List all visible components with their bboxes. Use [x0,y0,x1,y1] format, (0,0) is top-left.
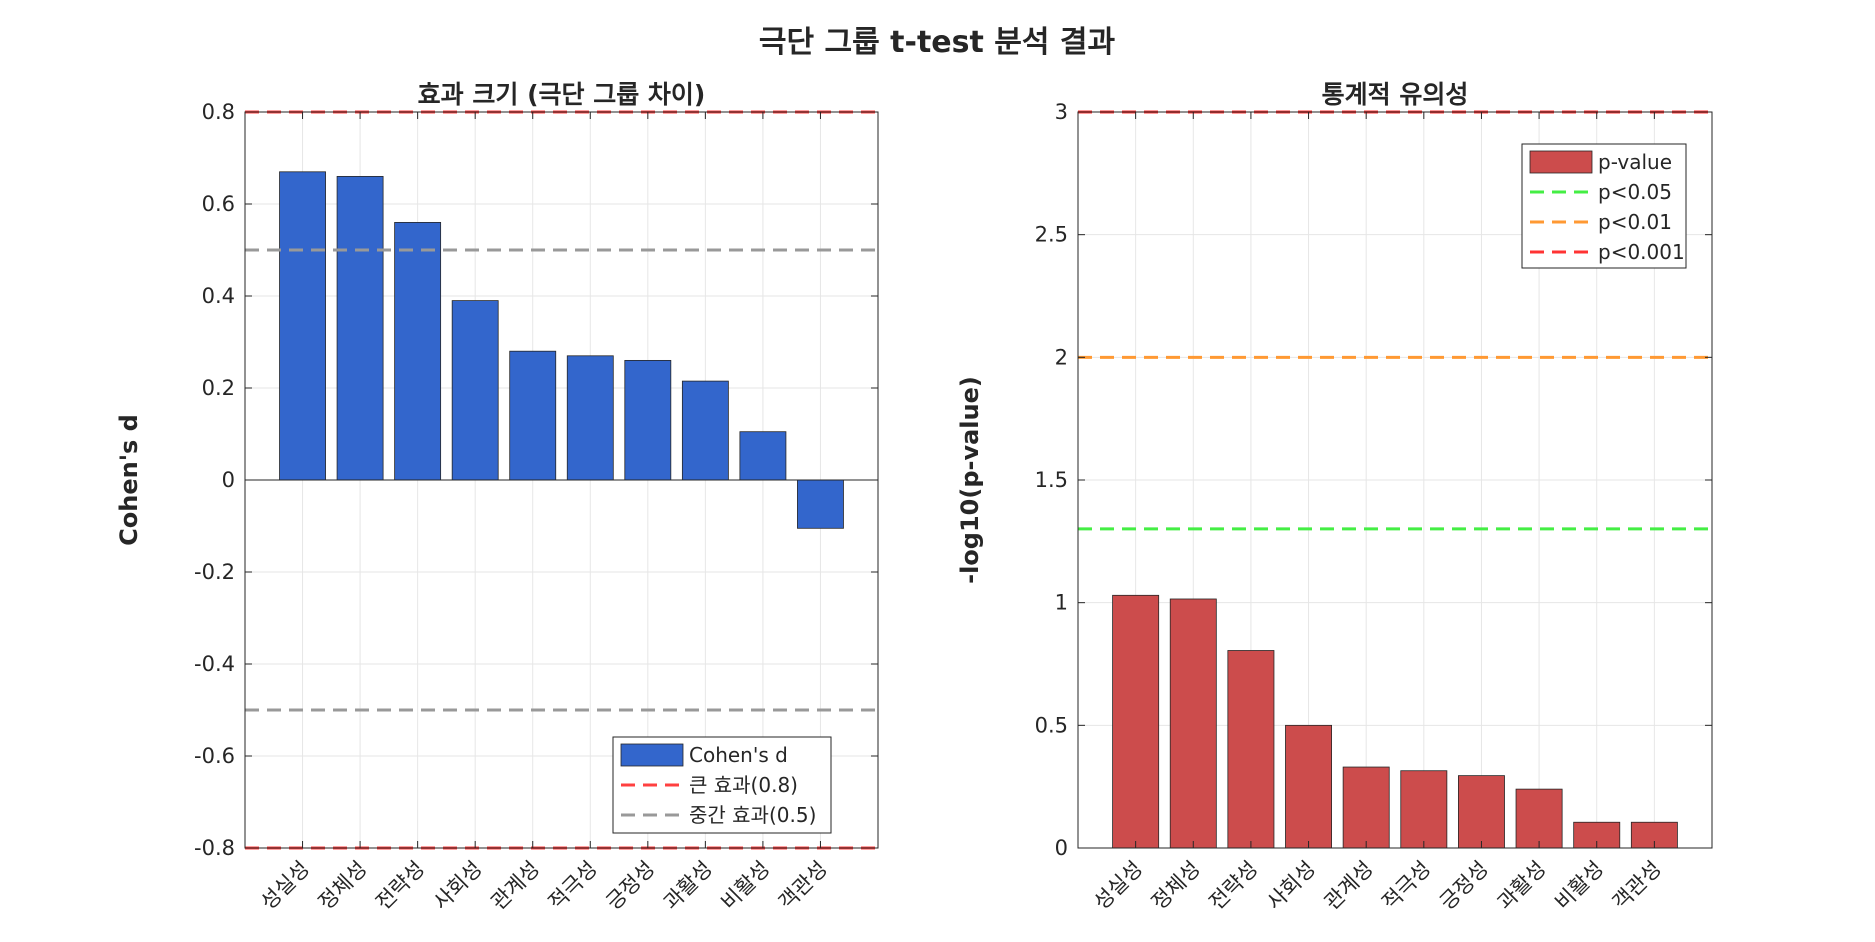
bar [1515,788,1563,849]
x-tick-label: 전략성 [371,857,429,915]
legend-label: p<0.01 [1598,210,1672,234]
x-tick-label: 객관성 [1608,857,1666,915]
x-tick-label: 적극성 [1377,857,1435,915]
bar [1458,775,1505,849]
bar [336,175,384,481]
bar [279,171,326,481]
y-tick-label: -0.8 [194,836,235,860]
legend-label: p-value [1598,150,1672,174]
legend-label: Cohen's d [689,743,788,767]
axes-title: 통계적 유의성 [1322,80,1469,109]
legend: p-value p<0.05 p<0.01 p<0.001 [1521,143,1687,269]
bar [1400,770,1448,849]
legend-swatch-bar [620,743,684,767]
axes-title: 효과 크기 (극단 그룹 차이) [418,80,706,109]
x-tick-label: 성실성 [256,857,314,915]
bar [739,431,787,481]
y-tick-label: 3 [1055,100,1068,124]
bar [451,300,499,481]
bar [1285,724,1333,849]
bar [1112,594,1160,849]
y-tick-label: 0.6 [202,192,235,216]
y-tick-label: 0.4 [202,284,235,308]
bar [681,380,729,481]
x-tick-label: 전략성 [1204,857,1262,915]
bar [797,479,844,529]
x-tick-label: 비활성 [1550,857,1608,915]
y-tick-label: 0.8 [202,100,235,124]
bar [1342,766,1390,849]
x-tick-label: 정체성 [314,857,372,915]
x-tick-label: 적극성 [544,857,602,915]
legend-label: p<0.05 [1598,180,1672,204]
y-tick-label: 0.5 [1035,713,1068,737]
legend-label: 중간 효과(0.5) [689,803,816,827]
x-tick-label: 성실성 [1089,857,1147,915]
x-tick-label: 긍정성 [1435,857,1493,915]
bar [509,350,557,481]
significance-panel: 0 0.5 1 1.5 2 2.5 3 성실성 정체성 전략성 사회성 관계성 적극성 긍정성 과활성 비활성… [956,80,1713,915]
x-tick-label: 객관성 [774,857,832,915]
bar [394,221,442,481]
figure-title: 극단 그룹 t-test 분석 결과 [759,25,1116,60]
x-tick-label: 관계성 [1320,857,1378,915]
bar [566,355,614,481]
y-axis-label: Cohen's d [115,414,143,546]
x-tick-label: 정체성 [1147,857,1205,915]
x-tick-label: 비활성 [716,857,774,915]
y-tick-label: 1 [1055,591,1068,615]
bar [1227,650,1275,849]
x-tick-label: 긍정성 [601,857,659,915]
y-tick-label: 2.5 [1035,223,1068,247]
bar [1169,598,1217,849]
y-tick-label: 0 [1055,836,1068,860]
y-tick-label: -0.2 [194,560,235,584]
legend-swatch-bar [1529,150,1593,174]
y-tick-label: 2 [1055,345,1068,369]
x-tick-label: 사회성 [1262,857,1320,915]
legend-label: p<0.001 [1598,240,1685,264]
x-tick-label: 과활성 [1493,857,1551,915]
legend-label: 큰 효과(0.8) [689,773,798,797]
y-axis-label: -log10(p-value) [956,376,984,584]
y-tick-label: -0.6 [194,744,235,768]
y-tick-label: 1.5 [1035,468,1068,492]
legend: Cohen's d 큰 효과(0.8) 중간 효과(0.5) [612,736,832,834]
x-tick-label: 과활성 [659,857,717,915]
bar [624,359,672,481]
effect-size-panel: -0.8 -0.6 -0.4 -0.2 0 0.2 0.4 0.6 0.8 성실성 정체성 전략성 사회… [115,80,879,915]
y-tick-label: 0.2 [202,376,235,400]
y-tick-label: 0 [222,468,235,492]
y-tick-label: -0.4 [194,652,235,676]
x-tick-label: 관계성 [486,857,544,915]
x-tick-label: 사회성 [429,857,487,915]
